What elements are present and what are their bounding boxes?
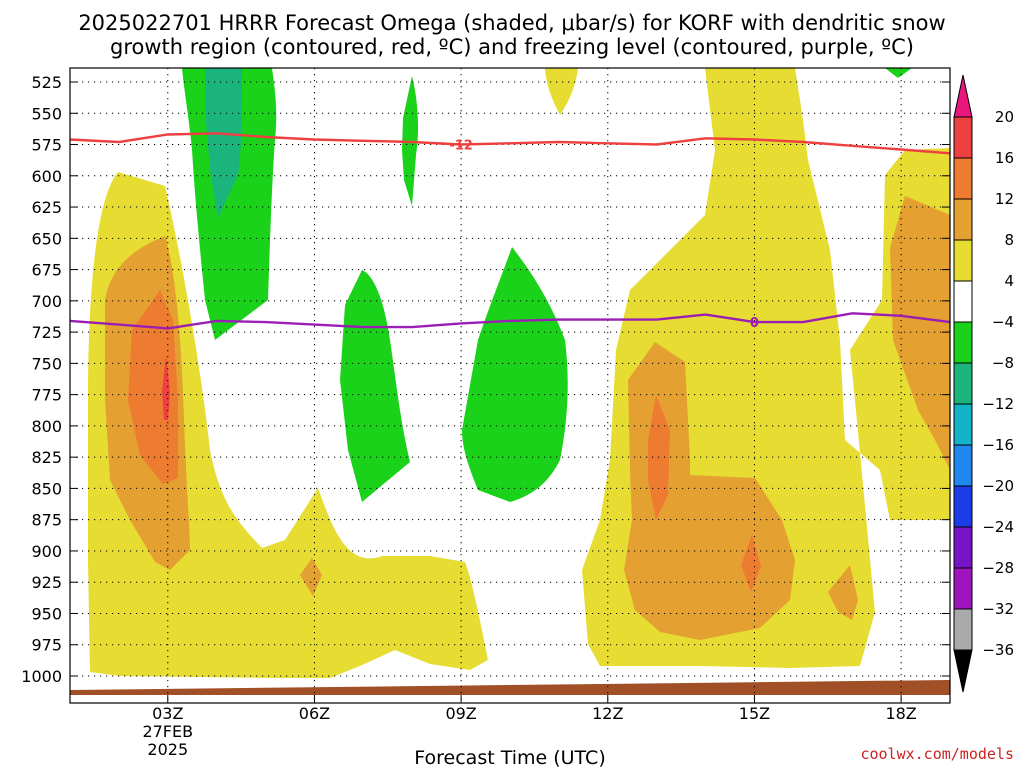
terrain-strip: [70, 680, 950, 695]
grid-lines: [70, 68, 950, 703]
colorbar-tick-label: −16: [982, 436, 1014, 454]
omega-region-12-16-right: [741, 535, 761, 592]
colorbar-tick-label: 4: [1004, 272, 1014, 290]
chart-title-line2: growth region (contoured, red, ºC) and f…: [110, 35, 914, 59]
contour-label: -12: [449, 139, 473, 154]
x-tick-label: 15Z: [739, 704, 770, 723]
omega-region-8-12-small1: [300, 558, 322, 596]
colorbar-tick-label: −24: [982, 518, 1014, 536]
colorbar-tick-label: −8: [992, 354, 1014, 372]
x-tick-label: 03Z: [152, 704, 183, 723]
omega-region-8-12-right: [890, 196, 950, 470]
x-tick-date: 27FEB: [142, 722, 193, 741]
y-tick-label: 975: [31, 636, 62, 655]
colorbar-band: [953, 444, 973, 487]
y-axis: 525 550 575 600 625 650 675 700 725 750 775 800 825 8…: [21, 73, 950, 686]
x-tick-label: 06Z: [299, 704, 330, 723]
y-tick-label: 950: [31, 604, 62, 623]
colorbar-tick-label: −12: [982, 395, 1014, 413]
omega-region-12-16-left: [128, 290, 178, 484]
colorbar-band: [953, 567, 973, 610]
omega-region-16-20: [162, 355, 170, 420]
y-tick-label: 700: [31, 292, 62, 311]
colorbar-tick-label: 16: [995, 149, 1014, 167]
y-tick-label: 650: [31, 229, 62, 248]
contour-label: 0: [750, 316, 759, 331]
x-tick-label: 18Z: [885, 704, 916, 723]
y-tick-label: 675: [31, 261, 62, 280]
y-tick-label: 875: [31, 511, 62, 530]
colorbar-tick-label: 12: [995, 190, 1014, 208]
x-tick-label: 12Z: [592, 704, 623, 723]
x-axis-label: Forecast Time (UTC): [414, 747, 605, 768]
colorbar-band: [953, 239, 973, 282]
y-tick-label: 925: [31, 573, 62, 592]
colorbar-band: [953, 321, 973, 364]
y-tick-label: 775: [31, 386, 62, 405]
colorbar-band: [953, 116, 973, 159]
contour-lines: -12 0: [69, 132, 951, 331]
y-tick-label: 825: [31, 448, 62, 467]
colorbar-band: [953, 403, 973, 446]
y-tick-label: 800: [31, 417, 62, 436]
omega-region-8-12-small2: [828, 565, 858, 620]
colorbar-tick-label: −36: [982, 641, 1014, 659]
colorbar-tick-label: 8: [1004, 231, 1014, 249]
colorbar-tick-label: −32: [982, 600, 1014, 618]
y-tick-label: 725: [31, 323, 62, 342]
colorbar-band: [953, 608, 973, 651]
x-tick-label: 09Z: [445, 704, 476, 723]
omega-region-neg4-neg8-e: [885, 68, 912, 78]
colorbar-band: [953, 157, 973, 200]
colorbar-band: [953, 198, 973, 241]
colorbar-band: [953, 280, 973, 323]
colorbar-tick-label: −28: [982, 559, 1014, 577]
y-tick-label: 550: [31, 104, 62, 123]
y-tick-label: 1000: [21, 667, 62, 686]
colorbar-tick-label: 20: [995, 108, 1014, 126]
plot-frame: [69, 67, 951, 704]
credit-text: coolwx.com/models: [860, 745, 1014, 763]
plot-area: [70, 68, 950, 703]
y-tick-label: 525: [31, 73, 62, 92]
colorbar-band: [953, 485, 973, 528]
y-tick-label: 600: [31, 167, 62, 186]
y-tick-label: 750: [31, 354, 62, 373]
contour-line: [69, 312, 951, 330]
chart-title-line1: 2025022701 HRRR Forecast Omega (shaded, …: [78, 11, 945, 35]
omega-region-neg4-neg8-d: [462, 247, 568, 502]
colorbar-top-arrow: [953, 74, 973, 118]
y-tick-label: 900: [31, 542, 62, 561]
y-tick-label: 850: [31, 479, 62, 498]
y-tick-label: 575: [31, 136, 62, 155]
colorbar-band: [953, 526, 973, 569]
x-tick-year: 2025: [147, 740, 188, 759]
omega-region-neg8-neg12: [205, 68, 242, 218]
y-tick-label: 625: [31, 198, 62, 217]
colorbar-band: [953, 362, 973, 405]
colorbar-bottom-arrow: [953, 649, 973, 693]
omega-region-4-8-top: [545, 68, 578, 115]
contour-line: [69, 132, 951, 155]
colorbar-legend: 20 16 12 8 4 −4 −8 −12 −16 −20 −24 −28 −32 −36: [953, 74, 1014, 693]
colorbar-tick-label: −20: [982, 477, 1014, 495]
colorbar-tick-label: −4: [992, 313, 1014, 331]
